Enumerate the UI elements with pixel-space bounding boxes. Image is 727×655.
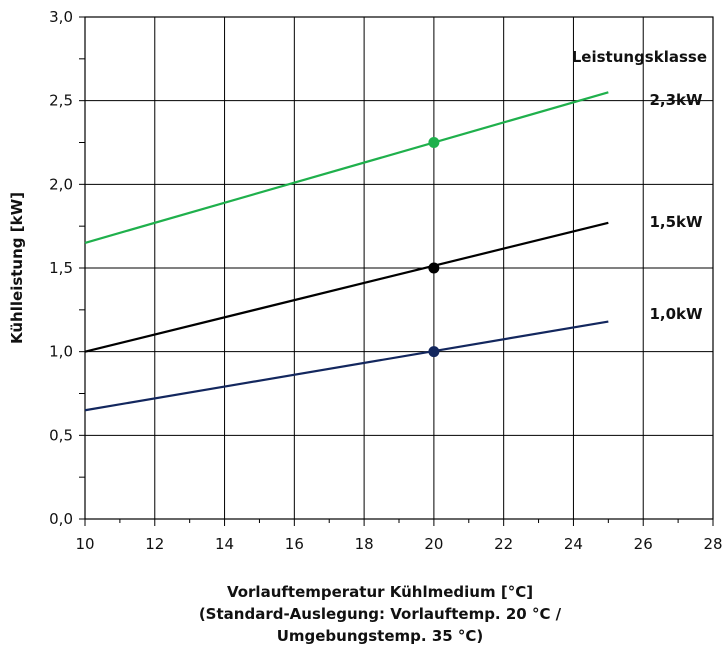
- series-marker-2: [428, 262, 440, 274]
- grid: [84, 16, 714, 520]
- series-label-1: 2,3kW: [649, 91, 703, 109]
- x-axis-label-line-2: (Standard-Auslegung: Vorlauftemp. 20 °C …: [199, 605, 562, 623]
- x-tick-label: 26: [634, 535, 653, 553]
- axes: [79, 16, 714, 526]
- x-tick-label: 10: [75, 535, 94, 553]
- series-line-2: [84, 221, 609, 353]
- y-axis-label: Kühlleistung [kW]: [8, 192, 26, 344]
- series-line-3: [84, 320, 609, 412]
- x-axis-label-line-3: Umgebungstemp. 35 °C): [277, 627, 484, 645]
- x-tick-label: 20: [424, 535, 443, 553]
- tick-labels: 0,0 0,5 1,0 1,5 2,0 2,5 3,0 10 12 14 16 18 20 22 24 26 2…: [49, 8, 722, 553]
- x-tick-label: 18: [355, 535, 374, 553]
- legend-title: Leistungsklasse: [572, 48, 707, 66]
- y-tick-label: 2,5: [49, 92, 73, 110]
- series-label-3: 1,0kW: [649, 305, 703, 323]
- y-tick-label: 3,0: [49, 8, 73, 26]
- series-label-2: 1,5kW: [649, 213, 703, 231]
- series-marker-1: [428, 137, 440, 148]
- y-tick-label: 1,5: [49, 259, 73, 277]
- y-tick-label: 0,5: [49, 426, 73, 444]
- y-tick-label: 0,0: [49, 510, 73, 528]
- y-tick-label: 2,0: [49, 175, 73, 193]
- x-axis-label-line-1: Vorlauftemperatur Kühlmedium [°C]: [227, 583, 533, 601]
- series-marker-3: [428, 346, 440, 358]
- y-tick-label: 1,0: [49, 343, 73, 361]
- x-tick-label: 28: [703, 535, 722, 553]
- x-tick-label: 24: [564, 535, 583, 553]
- series-line-1: [84, 91, 609, 244]
- x-tick-label: 16: [285, 535, 304, 553]
- x-tick-label: 22: [494, 535, 513, 553]
- series-lines: 2,3kW 1,5kW 1,0kW: [84, 91, 703, 412]
- x-tick-label: 12: [145, 535, 164, 553]
- x-tick-label: 14: [215, 535, 234, 553]
